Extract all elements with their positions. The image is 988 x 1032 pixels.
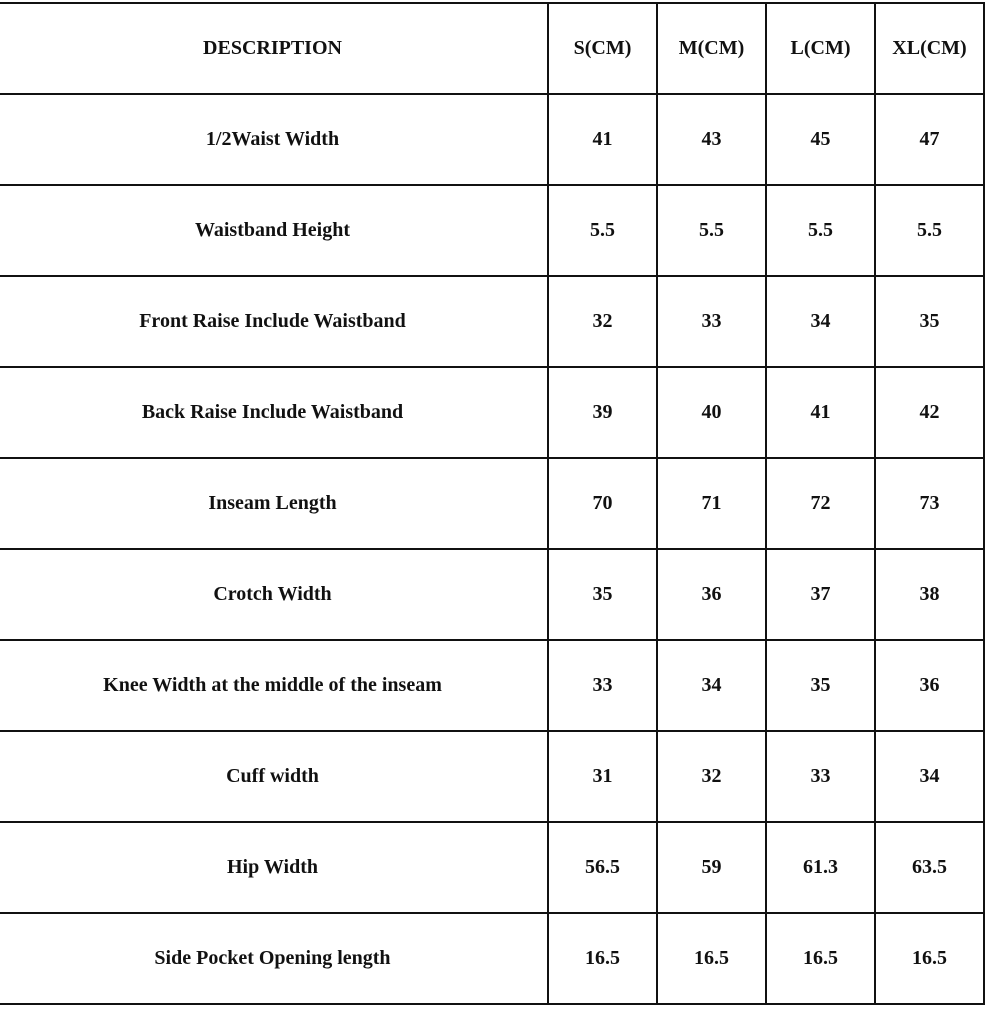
cell-description: Crotch Width <box>0 548 549 641</box>
cell-m: 5.5 <box>656 184 767 277</box>
table-row: Hip Width 56.5 59 61.3 63.5 <box>0 821 985 914</box>
cell-l: 35 <box>765 639 876 732</box>
cell-description: Inseam Length <box>0 457 549 550</box>
cell-s: 39 <box>547 366 658 459</box>
table-row: Crotch Width 35 36 37 38 <box>0 548 985 641</box>
cell-description: Cuff width <box>0 730 549 823</box>
cell-xl: 38 <box>874 548 985 641</box>
cell-s: 32 <box>547 275 658 368</box>
cell-description: Knee Width at the middle of the inseam <box>0 639 549 732</box>
cell-s: 56.5 <box>547 821 658 914</box>
cell-m: 40 <box>656 366 767 459</box>
cell-m: 71 <box>656 457 767 550</box>
cell-l: 16.5 <box>765 912 876 1005</box>
cell-xl: 73 <box>874 457 985 550</box>
cell-m: 43 <box>656 93 767 186</box>
cell-l: 33 <box>765 730 876 823</box>
cell-l: 41 <box>765 366 876 459</box>
cell-xl: 63.5 <box>874 821 985 914</box>
header-xl: XL(CM) <box>874 2 985 95</box>
cell-s: 5.5 <box>547 184 658 277</box>
cell-description: Side Pocket Opening length <box>0 912 549 1005</box>
cell-s: 16.5 <box>547 912 658 1005</box>
table-row: Back Raise Include Waistband 39 40 41 42 <box>0 366 985 459</box>
header-description: DESCRIPTION <box>0 2 549 95</box>
table-row: Side Pocket Opening length 16.5 16.5 16.5 16… <box>0 912 985 1005</box>
cell-xl: 5.5 <box>874 184 985 277</box>
table-row: Knee Width at the middle of the inseam 33… <box>0 639 985 732</box>
table-row: Front Raise Include Waistband 32 33 34 35 <box>0 275 985 368</box>
cell-description: 1/2Waist Width <box>0 93 549 186</box>
cell-m: 32 <box>656 730 767 823</box>
cell-m: 59 <box>656 821 767 914</box>
table-row: Waistband Height 5.5 5.5 5.5 5.5 <box>0 184 985 277</box>
cell-l: 45 <box>765 93 876 186</box>
cell-s: 33 <box>547 639 658 732</box>
cell-l: 72 <box>765 457 876 550</box>
cell-s: 31 <box>547 730 658 823</box>
cell-description: Back Raise Include Waistband <box>0 366 549 459</box>
cell-m: 34 <box>656 639 767 732</box>
cell-s: 35 <box>547 548 658 641</box>
size-chart-table: DESCRIPTION S(CM) M(CM) L(CM) XL(CM) 1/2… <box>0 2 985 1005</box>
cell-l: 5.5 <box>765 184 876 277</box>
header-l: L(CM) <box>765 2 876 95</box>
cell-l: 34 <box>765 275 876 368</box>
header-row: DESCRIPTION S(CM) M(CM) L(CM) XL(CM) <box>0 2 985 95</box>
cell-xl: 42 <box>874 366 985 459</box>
cell-description: Front Raise Include Waistband <box>0 275 549 368</box>
cell-s: 41 <box>547 93 658 186</box>
cell-xl: 16.5 <box>874 912 985 1005</box>
table-row: Inseam Length 70 71 72 73 <box>0 457 985 550</box>
cell-xl: 35 <box>874 275 985 368</box>
table-row: 1/2Waist Width 41 43 45 47 <box>0 93 985 186</box>
cell-l: 37 <box>765 548 876 641</box>
cell-m: 36 <box>656 548 767 641</box>
cell-description: Hip Width <box>0 821 549 914</box>
table-row: Cuff width 31 32 33 34 <box>0 730 985 823</box>
cell-m: 33 <box>656 275 767 368</box>
cell-xl: 47 <box>874 93 985 186</box>
header-s: S(CM) <box>547 2 658 95</box>
cell-xl: 36 <box>874 639 985 732</box>
cell-description: Waistband Height <box>0 184 549 277</box>
cell-l: 61.3 <box>765 821 876 914</box>
header-m: M(CM) <box>656 2 767 95</box>
cell-xl: 34 <box>874 730 985 823</box>
cell-s: 70 <box>547 457 658 550</box>
cell-m: 16.5 <box>656 912 767 1005</box>
